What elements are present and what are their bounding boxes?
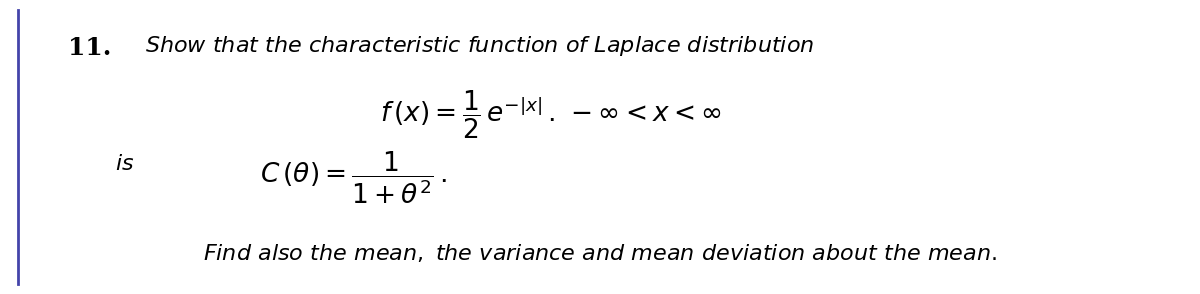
Text: $\mathit{Find\ also\ the\ mean,\ the\ variance\ and\ mean\ deviation\ about\ the: $\mathit{Find\ also\ the\ mean,\ the\ va… xyxy=(203,242,997,264)
Text: 11.: 11. xyxy=(68,36,112,60)
Text: $\mathit{Show\ that\ the\ characteristic\ function\ of\ Laplace\ distribution}$: $\mathit{Show\ that\ the\ characteristic… xyxy=(145,34,815,58)
Text: $f\,(x)=\dfrac{1}{2}\,e^{-|x|}\,.\,-\infty < x < \infty$: $f\,(x)=\dfrac{1}{2}\,e^{-|x|}\,.\,-\inf… xyxy=(380,89,721,141)
Text: $C\,(\theta)=\dfrac{1}{1+\theta^{2}}\,.$: $C\,(\theta)=\dfrac{1}{1+\theta^{2}}\,.$ xyxy=(260,149,446,206)
Text: $\mathit{is}$: $\mathit{is}$ xyxy=(115,154,134,174)
